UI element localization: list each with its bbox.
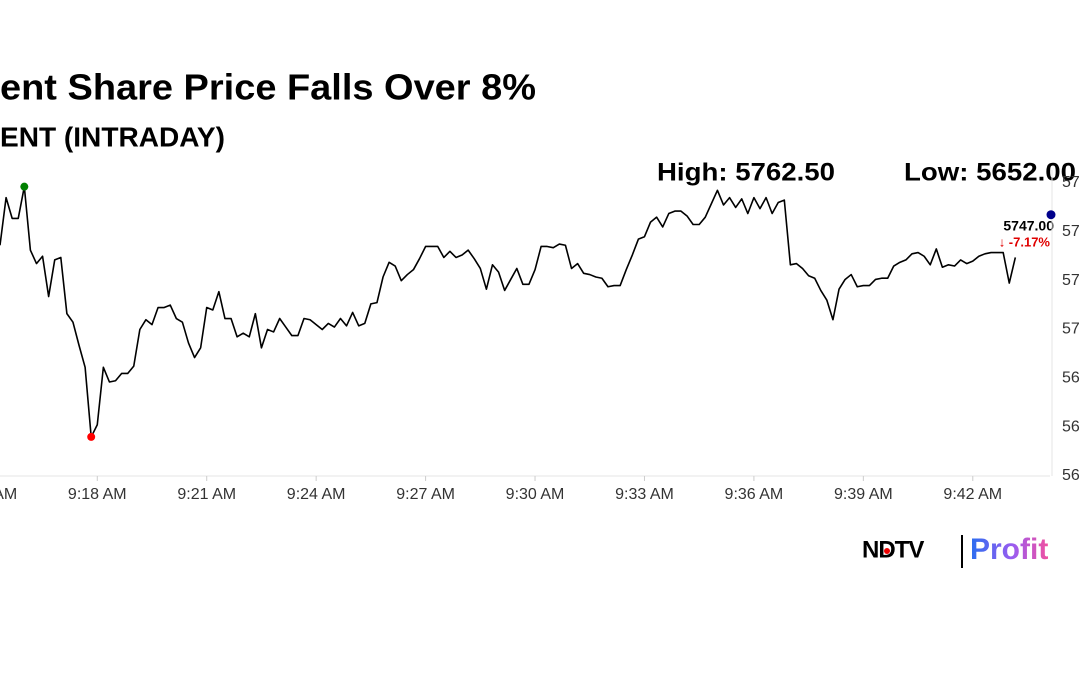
x-tick-label: 9:30 AM	[506, 486, 565, 503]
logo-dot	[884, 548, 890, 554]
y-tick-label: 5660	[1062, 418, 1080, 435]
y-tick-label: 5700	[1062, 321, 1080, 338]
y-tick-label: 5640	[1062, 467, 1080, 484]
logo-left: NDTV	[862, 536, 924, 563]
x-tick-label: 9:39 AM	[834, 486, 893, 503]
x-tick-label: 9:42 AM	[943, 486, 1002, 503]
x-tick-label: 9:33 AM	[615, 486, 674, 503]
y-tick-label: 5680	[1062, 370, 1080, 387]
logo: NDTV Profit	[862, 533, 1048, 568]
low-dot	[87, 432, 96, 441]
y-tick-label: 5740	[1062, 223, 1080, 240]
y-tick-label: 5720	[1062, 272, 1080, 289]
change-label: ↓ -7.17%	[999, 234, 1051, 249]
x-tick-label: 9:27 AM	[396, 486, 455, 503]
chart-subtitle: ENT (INTRADAY)	[0, 121, 225, 152]
x-tick-label: 9:18 AM	[68, 486, 127, 503]
x-tick-label: 9:15 AM	[0, 486, 17, 503]
last-dot	[1046, 210, 1056, 220]
high-label: High: 5762.50	[657, 159, 835, 187]
chart-title: ent Share Price Falls Over 8%	[0, 67, 536, 108]
price-line	[0, 185, 1017, 438]
high-dot	[20, 182, 29, 191]
x-tick-label: 9:36 AM	[725, 486, 784, 503]
low-label: Low: 5652.00	[904, 159, 1076, 187]
x-tick-label: 9:24 AM	[287, 486, 346, 503]
logo-right: Profit	[970, 533, 1048, 566]
x-tick-label: 9:21 AM	[177, 486, 236, 503]
last-label: 5747.00	[1003, 218, 1054, 234]
y-tick-label: 5760	[1062, 174, 1080, 191]
